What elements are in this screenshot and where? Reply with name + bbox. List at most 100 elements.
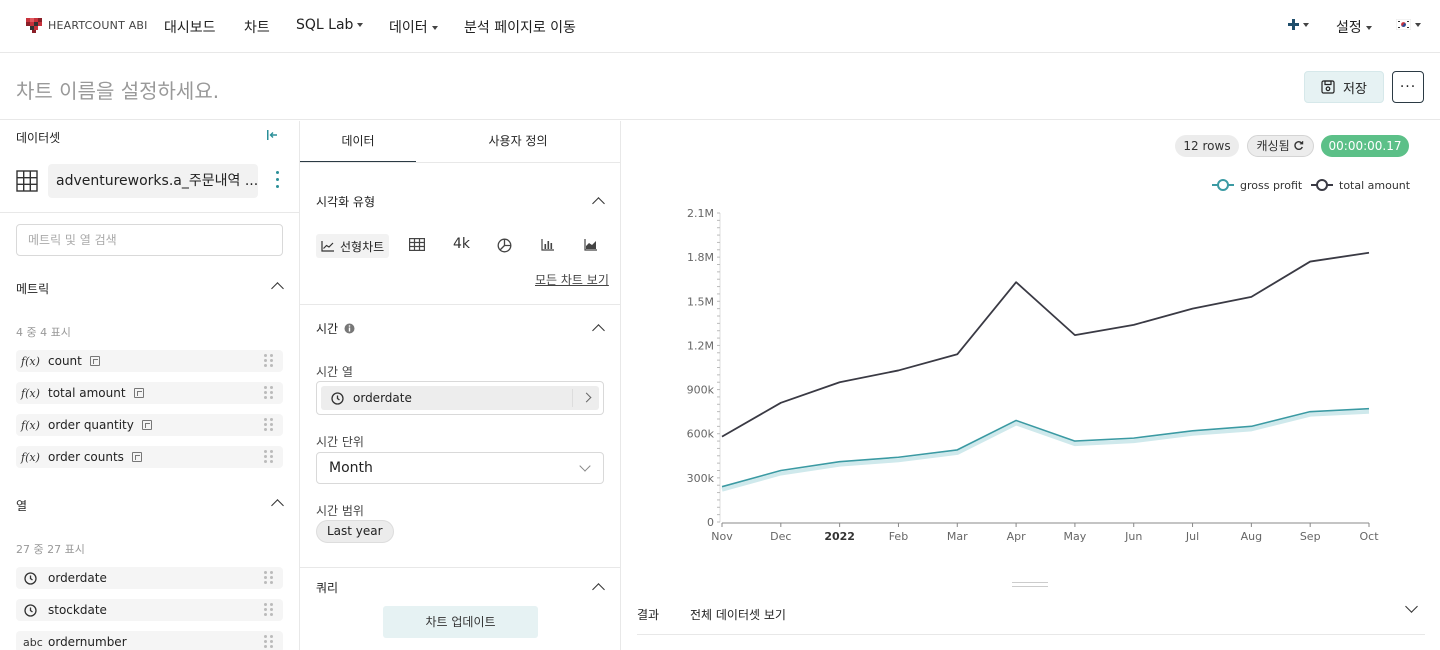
drag-handle-icon[interactable] <box>264 354 273 367</box>
time-grain-value: Month <box>329 460 373 476</box>
save-disk-icon <box>1321 80 1335 94</box>
info-icon[interactable] <box>344 323 355 334</box>
results-label[interactable]: 결과 <box>637 608 660 622</box>
x-tick-label: 2022 <box>824 530 855 543</box>
divider <box>300 304 620 305</box>
table-icon <box>16 170 38 196</box>
nav-data[interactable]: 데이터 <box>389 17 438 37</box>
nav-data-label: 데이터 <box>389 20 428 36</box>
chevron-up-icon[interactable] <box>592 324 605 337</box>
drag-handle-icon[interactable] <box>264 450 273 463</box>
metrics-count: 4 중 4 표시 <box>16 326 71 339</box>
resize-handle[interactable] <box>1012 582 1048 587</box>
add-new-menu[interactable] <box>1288 17 1309 33</box>
time-range-label: 시간 범위 <box>316 504 364 518</box>
column-item[interactable]: abc ordernumber <box>16 631 283 650</box>
gross-profit-shadow <box>721 409 1370 492</box>
dataset-more-icon[interactable] <box>276 171 279 188</box>
chart-config-panel: 데이터 사용자 정의 시각화 유형 선형차트 4k 모든 차트 보기 시간 시간… <box>300 121 621 650</box>
nav-analysis-page[interactable]: 분석 페이지로 이동 <box>464 20 576 36</box>
drag-handle-icon[interactable] <box>264 635 273 648</box>
x-tick-label: Aug <box>1241 530 1262 543</box>
viz-line-chart-button[interactable]: 선형차트 <box>316 234 390 258</box>
bar-chart-icon[interactable] <box>541 238 555 251</box>
metric-column-search-input[interactable] <box>16 224 283 256</box>
chevron-up-icon[interactable] <box>592 583 605 596</box>
cached-badge[interactable]: 캐싱됨 <box>1247 135 1314 157</box>
view-full-dataset-link[interactable]: 전체 데이터셋 보기 <box>690 608 786 622</box>
save-button[interactable]: 저장 <box>1304 71 1384 103</box>
time-section-title: 시간 <box>316 322 339 336</box>
chevron-down-icon[interactable] <box>1405 600 1418 613</box>
x-tick-label: Jun <box>1124 530 1142 543</box>
column-item[interactable]: orderdate <box>16 567 283 589</box>
nav-charts[interactable]: 차트 <box>244 20 270 36</box>
tab-data[interactable]: 데이터 <box>300 121 416 163</box>
time-column-field[interactable]: orderdate <box>316 381 604 415</box>
time-grain-label: 시간 단위 <box>316 435 364 449</box>
chevron-up-icon[interactable] <box>592 197 605 210</box>
dataset-selector[interactable]: adventureworks.a_주문내역 ... <box>48 164 258 198</box>
calculator-icon <box>133 388 144 398</box>
time-range-tag[interactable]: Last year <box>316 520 394 543</box>
nav-dashboard[interactable]: 대시보드 <box>164 20 216 36</box>
total-amount-line <box>721 251 1370 438</box>
pie-chart-icon[interactable] <box>497 238 512 253</box>
divider <box>637 634 1425 635</box>
divider <box>572 389 573 407</box>
chevron-up-icon[interactable] <box>271 282 284 295</box>
viz-line-chart-label: 선형차트 <box>340 239 385 254</box>
clock-icon <box>321 391 353 405</box>
caret-down-icon <box>1415 23 1421 27</box>
language-menu[interactable] <box>1395 17 1421 33</box>
metric-item[interactable]: f(x) order counts <box>16 446 283 468</box>
function-icon: f(x) <box>21 354 40 368</box>
view-all-charts-link[interactable]: 모든 차트 보기 <box>535 273 609 287</box>
drag-handle-icon[interactable] <box>264 418 273 431</box>
settings-menu[interactable]: 설정 <box>1336 17 1372 37</box>
area-chart-icon[interactable] <box>584 238 598 251</box>
metric-item[interactable]: f(x) total amount <box>16 382 283 404</box>
metric-label: order quantity <box>48 418 134 432</box>
table-viz-icon[interactable] <box>409 238 425 251</box>
metric-item[interactable]: f(x) order quantity <box>16 414 283 436</box>
y-tick-label: 300k <box>687 472 715 485</box>
y-tick-label: 1.2M <box>687 339 714 352</box>
query-section-title: 쿼리 <box>316 581 339 595</box>
update-chart-button[interactable]: 차트 업데이트 <box>383 606 538 638</box>
drag-handle-icon[interactable] <box>264 386 273 399</box>
nav-sql-lab[interactable]: SQL Lab <box>296 17 364 33</box>
collapse-panel-icon[interactable] <box>266 129 278 145</box>
chart-result-panel: 12 rows 캐싱됨 00:00:00.17 0 300k 600k 900k 1.2… <box>621 121 1440 650</box>
plus-icon <box>1288 19 1299 30</box>
brand-name: HEARTCOUNT ABI <box>48 18 148 32</box>
y-tick-label: 2.1M <box>687 207 714 220</box>
top-navigation: HEARTCOUNT ABI 대시보드 차트 SQL Lab 데이터 분석 페이… <box>0 0 1440 53</box>
time-column-value: orderdate <box>353 391 412 405</box>
brand-logo[interactable]: HEARTCOUNT ABI <box>24 16 148 34</box>
y-tick-label: 1.5M <box>687 295 714 308</box>
drag-handle-icon[interactable] <box>264 603 273 616</box>
drag-handle-icon[interactable] <box>264 571 273 584</box>
refresh-icon <box>1294 141 1304 151</box>
metric-label: count <box>48 354 82 368</box>
time-grain-select[interactable]: Month <box>316 452 604 484</box>
chevron-right-icon[interactable] <box>581 392 592 403</box>
dataset-panel-header: 데이터셋 <box>16 131 61 145</box>
caret-down-icon <box>357 23 364 27</box>
chevron-down-icon <box>579 460 591 472</box>
metric-label: order counts <box>48 450 124 464</box>
time-column-chip[interactable]: orderdate <box>321 386 599 410</box>
metric-item[interactable]: f(x) count <box>16 350 283 372</box>
cached-label: 캐싱됨 <box>1256 139 1290 153</box>
chart-name-input[interactable]: 차트 이름을 설정하세요. <box>16 79 220 103</box>
x-tick-label: Nov <box>711 530 733 543</box>
column-label: ordernumber <box>48 635 127 649</box>
column-item[interactable]: stockdate <box>16 599 283 621</box>
more-options-button[interactable]: ··· <box>1392 71 1424 103</box>
big-number-viz-icon[interactable]: 4k <box>453 236 471 252</box>
tab-customize[interactable]: 사용자 정의 <box>488 134 548 148</box>
chevron-up-icon[interactable] <box>271 499 284 512</box>
column-label: orderdate <box>48 571 107 585</box>
y-tick-label: 1.8M <box>687 251 714 264</box>
